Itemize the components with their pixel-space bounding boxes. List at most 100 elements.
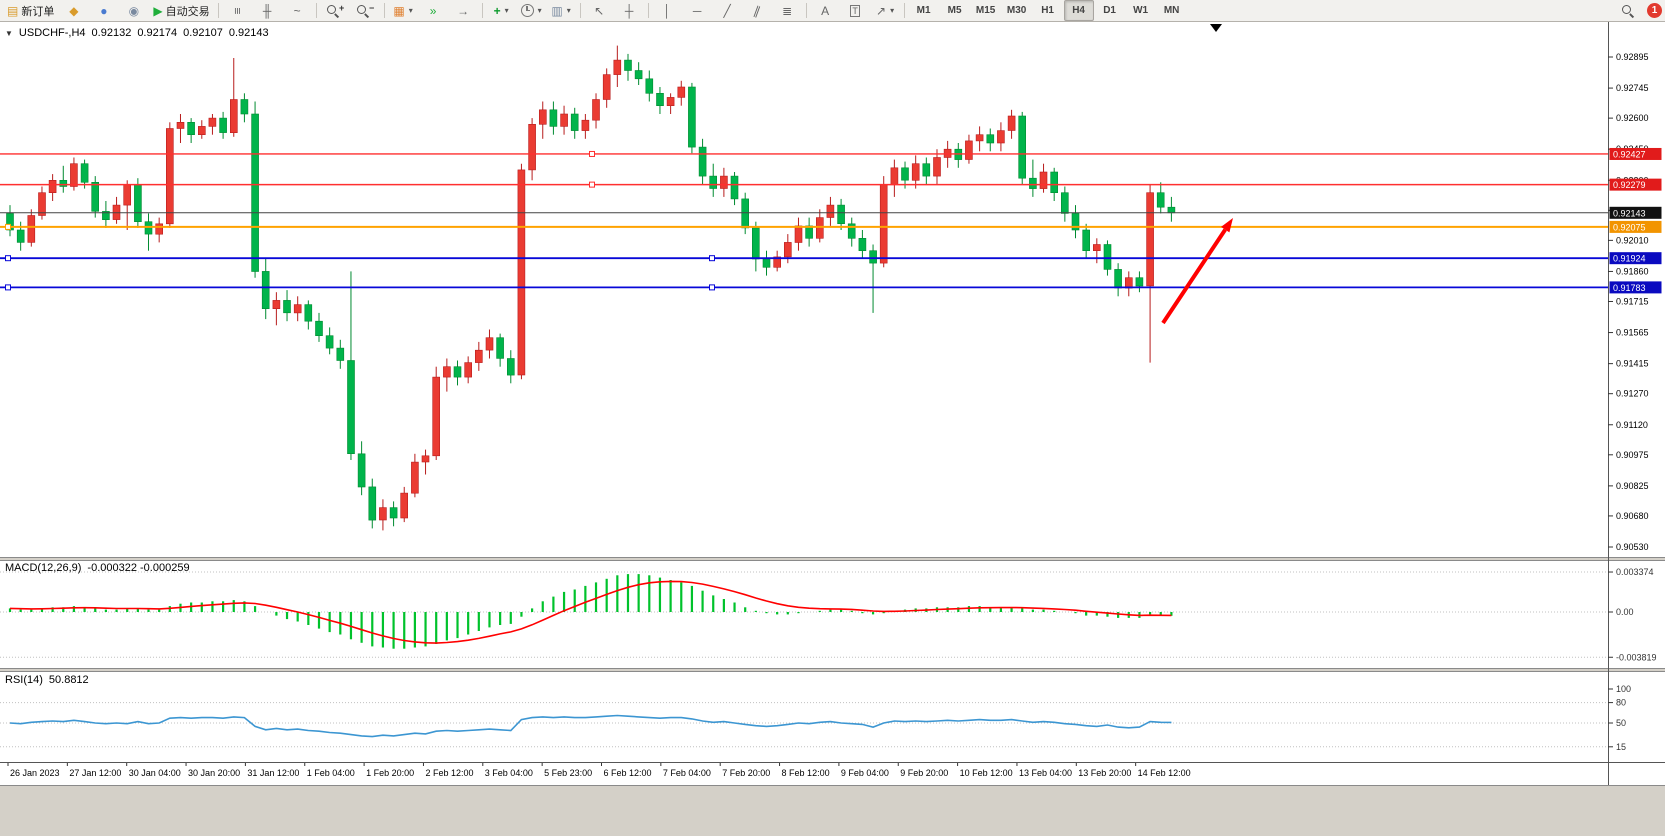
arrow-objects-icon: ↗	[876, 3, 887, 18]
new-chart-button[interactable]: ▦ ▾	[389, 0, 418, 21]
svg-text:26 Jan 2023: 26 Jan 2023	[10, 768, 60, 778]
auto-scroll-button[interactable]: »	[419, 0, 448, 21]
svg-text:13 Feb 04:00: 13 Feb 04:00	[1019, 768, 1072, 778]
svg-text:0.90680: 0.90680	[1616, 511, 1649, 521]
svg-text:0.90975: 0.90975	[1616, 450, 1649, 460]
tf-h1-button[interactable]: H1	[1041, 5, 1054, 16]
horizontal-line-button[interactable]: ─	[683, 0, 712, 21]
svg-text:0.003374: 0.003374	[1616, 567, 1654, 577]
template-icon: ▥	[551, 3, 563, 18]
tf-m1-button[interactable]: M1	[916, 5, 931, 16]
fibonacci-button[interactable]: ≣	[773, 0, 802, 21]
tf-m15-button[interactable]: M15	[975, 5, 996, 16]
trendline-icon: ╱	[723, 3, 731, 18]
svg-text:0.92600: 0.92600	[1616, 113, 1649, 123]
search-button[interactable]	[1613, 0, 1642, 21]
periods-button[interactable]: ▾	[517, 0, 546, 21]
collapse-icon[interactable]: ▼	[5, 28, 13, 38]
svg-text:100: 100	[1616, 684, 1631, 694]
svg-text:9 Feb 20:00: 9 Feb 20:00	[900, 768, 948, 778]
svg-text:0.91270: 0.91270	[1616, 389, 1649, 399]
toolbar-separator	[217, 3, 219, 18]
clock-icon	[520, 4, 534, 17]
templates-button[interactable]: ▥ ▾	[547, 0, 576, 21]
text-icon: A	[821, 3, 830, 18]
notification-badge[interactable]: 1	[1647, 3, 1662, 18]
svg-text:5 Feb 23:00: 5 Feb 23:00	[544, 768, 592, 778]
navigator-button[interactable]: ◉	[119, 0, 148, 21]
indicators-button[interactable]: + ▾	[487, 0, 516, 21]
svg-text:13 Feb 20:00: 13 Feb 20:00	[1078, 768, 1131, 778]
cursor-icon: ↖	[594, 3, 605, 18]
text-button[interactable]: A	[811, 0, 840, 21]
tf-m30-button[interactable]: M30	[1006, 5, 1027, 16]
ohlc-open: 0.92132	[91, 27, 132, 39]
channel-button[interactable]: ∥	[743, 0, 772, 21]
chart-shift-button[interactable]: →	[449, 0, 478, 21]
toolbar-separator	[315, 3, 317, 18]
toolbar-separator	[903, 3, 905, 18]
market-watch-button[interactable]: ◆	[59, 0, 88, 21]
svg-text:30 Jan 04:00: 30 Jan 04:00	[129, 768, 181, 778]
candlestick-chart-button[interactable]: ╫	[253, 0, 282, 21]
channel-icon: ∥	[751, 2, 763, 19]
svg-text:1 Feb 04:00: 1 Feb 04:00	[307, 768, 355, 778]
ohlc-low: 0.92107	[183, 27, 223, 39]
tf-m5-button[interactable]: M5	[947, 5, 962, 16]
tf-mn-button[interactable]: MN	[1163, 5, 1180, 16]
trendline-button[interactable]: ╱	[713, 0, 742, 21]
indicators-plus-icon: +	[493, 3, 501, 18]
chevron-down-icon: ▾	[504, 6, 509, 15]
svg-text:3 Feb 04:00: 3 Feb 04:00	[485, 768, 533, 778]
chevron-down-icon: ▾	[890, 6, 895, 15]
chart-title: ▼ USDCHF-,H4 0.92132 0.92174 0.92107 0.9…	[5, 27, 269, 39]
svg-text:0.91565: 0.91565	[1616, 328, 1649, 338]
svg-text:8 Feb 12:00: 8 Feb 12:00	[782, 768, 830, 778]
svg-text:80: 80	[1616, 698, 1626, 708]
zoom-out-button[interactable]: −	[351, 0, 380, 21]
tf-w1-button[interactable]: W1	[1133, 5, 1149, 16]
magnifier-icon	[356, 4, 369, 17]
zoom-in-button[interactable]: +	[321, 0, 350, 21]
macd-name: MACD(12,26,9)	[5, 562, 82, 574]
toolbar-separator	[579, 3, 581, 18]
svg-text:15: 15	[1616, 742, 1626, 752]
svg-text:0.91783: 0.91783	[1613, 283, 1646, 293]
bar-chart-icon: ≡	[230, 6, 245, 15]
data-window-icon: ●	[100, 3, 108, 18]
search-icon	[1621, 4, 1634, 17]
svg-text:0.92143: 0.92143	[1613, 208, 1646, 218]
svg-text:2 Feb 12:00: 2 Feb 12:00	[425, 768, 473, 778]
crosshair-button[interactable]: ┼	[615, 0, 644, 21]
tf-h4-button[interactable]: H4	[1063, 0, 1094, 21]
svg-text:0.92427: 0.92427	[1613, 149, 1646, 159]
rsi-indicator-label: RSI(14) 50.8812	[5, 674, 89, 686]
new-order-button[interactable]: ▤ 新订单	[3, 0, 58, 21]
chevron-down-icon: ▾	[566, 6, 571, 15]
svg-text:30 Jan 20:00: 30 Jan 20:00	[188, 768, 240, 778]
svg-text:0.00: 0.00	[1616, 607, 1634, 617]
auto-trading-label: 自动交易	[165, 5, 210, 18]
line-chart-icon: ~	[293, 3, 301, 18]
svg-text:7 Feb 20:00: 7 Feb 20:00	[722, 768, 770, 778]
vertical-line-button[interactable]: │	[653, 0, 682, 21]
text-label-button[interactable]: T	[841, 0, 870, 21]
svg-text:0.91415: 0.91415	[1616, 359, 1649, 369]
svg-text:0.92895: 0.92895	[1616, 52, 1649, 62]
rsi-value: 50.8812	[48, 674, 89, 686]
order-sheet-icon: ▤	[7, 3, 19, 18]
tf-d1-button[interactable]: D1	[1103, 5, 1116, 16]
bar-chart-button[interactable]: ≡	[223, 0, 252, 21]
data-window-button[interactable]: ●	[89, 0, 118, 21]
line-chart-button[interactable]: ~	[283, 0, 312, 21]
horizontal-line-icon: ─	[692, 3, 702, 18]
chart-shift-icon: →	[457, 3, 470, 18]
fibonacci-icon: ≣	[782, 3, 793, 18]
svg-text:0.91120: 0.91120	[1616, 420, 1648, 430]
cursor-button[interactable]: ↖	[585, 0, 614, 21]
candlestick-icon: ╫	[262, 3, 272, 18]
auto-scroll-icon: »	[429, 3, 437, 18]
arrows-button[interactable]: ↗ ▾	[871, 0, 900, 21]
auto-trading-button[interactable]: ▶ 自动交易	[149, 0, 213, 21]
